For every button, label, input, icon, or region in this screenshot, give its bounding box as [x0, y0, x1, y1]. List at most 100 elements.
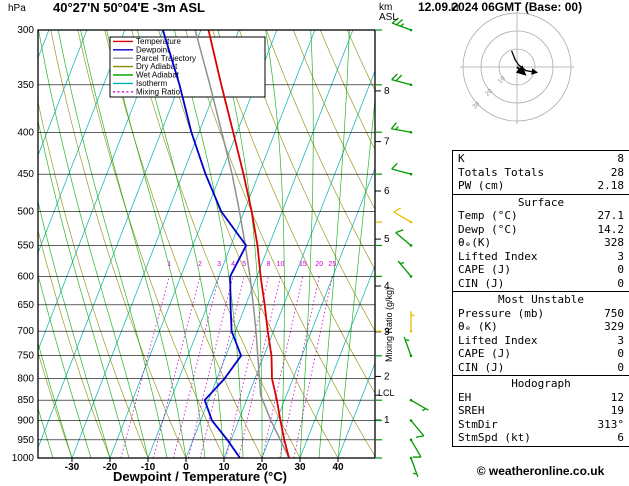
pressure-tick-label: 600: [17, 271, 34, 282]
table-row-value: 27.1: [597, 209, 625, 222]
table-row-label: θₑ (K): [458, 320, 498, 333]
mixing-ratio-label: 5: [242, 261, 246, 268]
table-row-label: StmDir: [458, 417, 498, 431]
legend-label: Temperature: [136, 37, 181, 46]
mixing-ratio-label: 15: [299, 261, 307, 268]
wind-barb: [395, 229, 413, 247]
temp-tick-label: -20: [103, 462, 118, 473]
pressure-tick-label: 950: [17, 435, 34, 446]
km-axis-title-km: km: [379, 2, 393, 13]
mixing-ratio-label: 25: [328, 261, 336, 268]
table-row-value: 750: [604, 306, 624, 320]
wind-barb: [391, 73, 413, 87]
table-row: StmDir 313°: [453, 418, 629, 432]
mixing-ratio-label: 4: [231, 261, 235, 268]
temp-tick-label: 20: [256, 462, 268, 473]
storm-motion-vector: [515, 65, 527, 76]
table-section: Surface Temp (°C) 27.1 Dewp (°C) 14.2 θₑ(K) 32…: [453, 195, 629, 292]
table-row: Temp (°C) 27.1: [453, 209, 629, 223]
plot-border: [37, 29, 376, 459]
hodograph-ring: [462, 12, 572, 122]
hodograph-ring-label: 30: [471, 100, 481, 110]
table-section-title: Hodograph: [511, 377, 571, 390]
legend-label: Wet Adiabat: [136, 71, 180, 80]
table-row-label: Temp (°C): [458, 209, 518, 222]
temp-axis-title: Dewpoint / Temperature (°C): [113, 469, 287, 484]
copyright: © weatheronline.co.uk: [476, 464, 605, 478]
wind-barb: [391, 162, 413, 176]
mixing-ratio-label: 3: [217, 261, 221, 268]
table-row-value: 12: [610, 390, 624, 404]
table-row-value: 28: [610, 165, 624, 179]
table-row-value: 0: [617, 263, 624, 276]
wind-barb: [390, 122, 413, 134]
isotherm-lines: [38, 30, 375, 458]
mixing-ratio-label: 20: [315, 261, 323, 268]
mixing-ratio-label: 8: [267, 261, 271, 268]
table-section: Hodograph EH 12 SREH 19 StmDir 313° StmSpd (kt)…: [453, 376, 629, 447]
table-row-label: Pressure (mb): [458, 306, 545, 320]
lcl-label: LCL: [378, 388, 395, 398]
mixing-ratio-label: 1: [167, 261, 171, 268]
wind-barb: [409, 419, 425, 438]
pressure-tick-label: 800: [17, 374, 34, 385]
table-row-value: 0: [617, 360, 624, 374]
station-title: 40°27'N 50°04'E -3m ASL: [53, 0, 205, 15]
temp-tick-label: -30: [65, 462, 80, 473]
table-row-value: 329: [604, 320, 624, 333]
hodograph-ring-label: 10: [497, 75, 507, 85]
table-row-value: 328: [604, 236, 624, 249]
mixing-ratio-axis-title: Mixing Ratio (g/kg): [384, 286, 394, 362]
hodograph-ring: [498, 48, 536, 86]
mixing-ratio-label: 10: [277, 261, 285, 268]
pressure-tick-label: 700: [17, 326, 34, 337]
km-axis: 1 2 3 4 5 6 7 8: [375, 86, 390, 426]
table-row-value: 8: [617, 152, 624, 165]
km-axis-title-asl: ASL: [379, 12, 398, 23]
sounding-curves: [162, 30, 290, 458]
table-row-label: θₑ(K): [458, 236, 492, 249]
table-row: SREH 19: [453, 404, 629, 418]
km-tick-label: 1: [384, 415, 390, 426]
wind-barb: [391, 17, 413, 32]
table-row: CIN (J) 0: [453, 361, 629, 375]
wind-barb: [409, 438, 422, 458]
temp-tick-label: -10: [141, 462, 156, 473]
datetime-title: 12.09.2024 06GMT (Base: 00): [418, 0, 583, 14]
table-section-title: Most Unstable: [497, 293, 585, 306]
temp-tick-label: 0: [183, 462, 189, 473]
pressure-tick-label: 900: [17, 416, 34, 427]
temp-tick-label: 40: [332, 462, 344, 473]
km-tick-label: 5: [384, 234, 390, 245]
hodograph-trace: [510, 50, 539, 75]
sounding-info-table: K 8 Totals Totals 28 PW (cm) 2.18 Surface Temp …: [452, 150, 629, 447]
table-row: Dewp (°C) 14.2: [453, 223, 629, 237]
wind-barb: [409, 398, 429, 412]
table-row-label: Lifted Index: [458, 333, 538, 347]
table-row-value: 14.2: [597, 222, 625, 236]
legend-label: Parcel Trajectory: [136, 54, 196, 63]
pressure-tick-label: 300: [17, 25, 34, 36]
hodograph-unit-label: kt: [451, 3, 459, 14]
table-row-label: CIN (J): [458, 360, 505, 374]
temperature-curve: [207, 30, 290, 458]
wind-barb: [403, 336, 413, 358]
hodograph-ring: [480, 30, 554, 104]
wind-barb: [409, 456, 419, 478]
km-tick-label: 3: [384, 327, 390, 338]
table-row-value: 19: [610, 404, 624, 417]
parcel-trajectory-curve: [194, 30, 290, 458]
legend-label: Dewpoint: [136, 45, 170, 54]
table-row: Lifted Index 3: [453, 250, 629, 264]
temp-tick-label: 30: [294, 462, 306, 473]
table-row: θₑ(K) 328: [453, 236, 629, 250]
pressure-axis: 300 350 400 450 500 550 600 650 700 750 800 850 900 9…: [12, 25, 35, 464]
pressure-tick-label: 650: [17, 300, 34, 311]
table-row: Pressure (mb) 750: [453, 307, 629, 321]
table-row: CIN (J) 0: [453, 277, 629, 291]
table-row: StmSpd (kt) 6: [453, 431, 629, 445]
